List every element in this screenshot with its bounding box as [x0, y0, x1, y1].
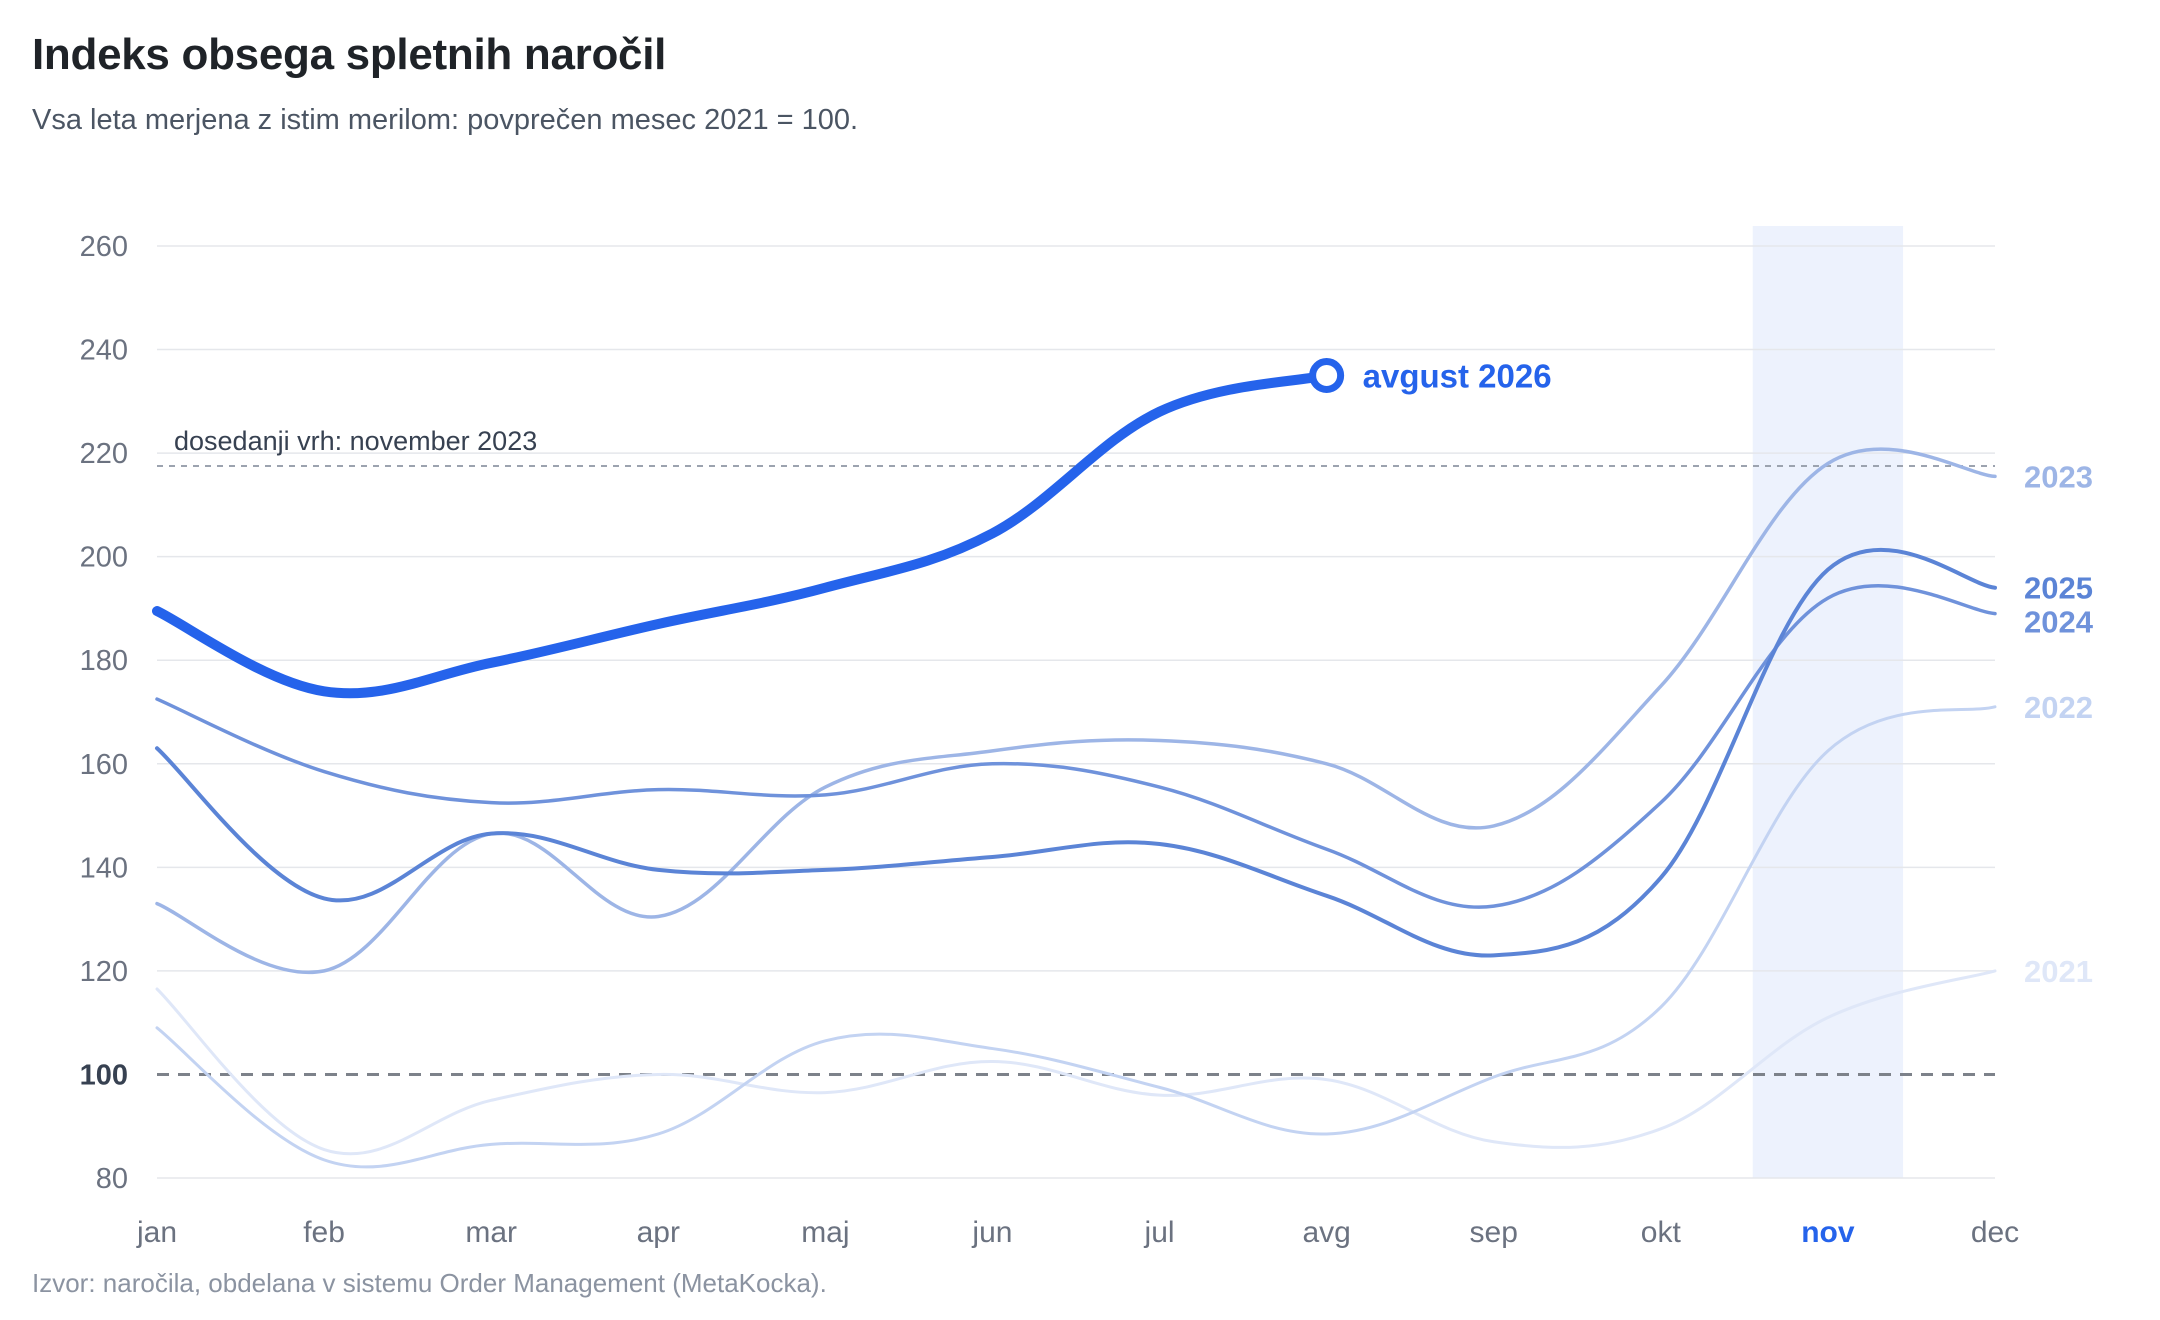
- chart-subtitle: Vsa leta merjena z istim merilom: povpre…: [32, 104, 859, 136]
- y-tick-label: 240: [80, 335, 128, 367]
- x-tick-label: apr: [637, 1216, 680, 1249]
- y-tick-label: 220: [80, 438, 128, 470]
- x-tick-label: jul: [1144, 1216, 1175, 1249]
- series-label-2022: 2022: [2024, 690, 2093, 725]
- x-tick-label: avg: [1302, 1216, 1350, 1249]
- series-lines: [152, 370, 1997, 1169]
- y-tick-label: 120: [80, 956, 128, 988]
- x-tick-label: dec: [1971, 1216, 2019, 1249]
- gridlines: [157, 245, 1995, 1179]
- series-label-2023: 2023: [2024, 459, 2093, 494]
- y-tick-label: 100: [80, 1059, 128, 1091]
- x-tick-label: okt: [1641, 1216, 1682, 1249]
- series-line-2026: [152, 370, 1332, 699]
- y-tick-label: 180: [80, 645, 128, 677]
- line-chart: dosedanji vrh: november 2023 20212022202…: [80, 226, 2094, 1249]
- previous-peak-label: dosedanji vrh: november 2023: [174, 426, 537, 456]
- series-line-2022: [155, 705, 1997, 1169]
- x-tick-label: sep: [1470, 1216, 1518, 1249]
- y-tick-label: 260: [80, 231, 128, 263]
- series-label-2025: 2025: [2024, 571, 2093, 606]
- x-tick-label: nov: [1801, 1216, 1855, 1249]
- y-tick-label: 200: [80, 542, 128, 574]
- x-tick-label: feb: [303, 1216, 345, 1249]
- chart-title: Indeks obsega spletnih naročil: [32, 30, 667, 79]
- y-tick-label: 80: [96, 1163, 128, 1195]
- highlight-band-layer: [1752, 226, 1904, 1178]
- series-line-2023: [155, 447, 1997, 975]
- series-line-2021: [155, 969, 1997, 1156]
- x-tick-label: mar: [465, 1216, 517, 1249]
- axis-labels: 80 100 120 140 160 180 200 220 240 260 jan feb mar ap…: [80, 231, 2020, 1249]
- series-line-2025: [155, 547, 1997, 958]
- series-label-2021: 2021: [2024, 954, 2093, 989]
- current-endpoint-label: avgust 2026: [1363, 357, 1552, 394]
- source-note: Izvor: naročila, obdelana v sistemu Orde…: [32, 1268, 827, 1298]
- y-tick-label: 160: [80, 749, 128, 781]
- series-label-2024: 2024: [2024, 605, 2094, 640]
- x-tick-label: maj: [801, 1216, 849, 1249]
- x-tick-label: jun: [971, 1216, 1012, 1249]
- series-line-2024: [155, 584, 1997, 909]
- highlight-band: [1752, 226, 1904, 1178]
- current-endpoint-marker: [1309, 357, 1345, 393]
- x-tick-label: jan: [136, 1216, 177, 1249]
- reference-lines: dosedanji vrh: november 2023: [157, 426, 1995, 1076]
- y-tick-label: 140: [80, 852, 128, 884]
